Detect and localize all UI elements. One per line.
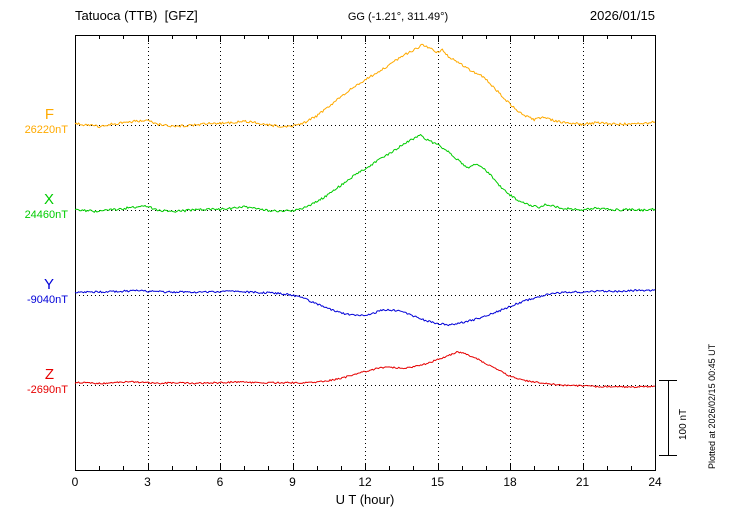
x-tick-label: 3 (144, 475, 151, 489)
x-tick-label: 18 (503, 475, 517, 489)
x-tick-label: 15 (431, 475, 445, 489)
x-tick-label: 12 (358, 475, 372, 489)
baseline-value-z: -2690nT (27, 384, 68, 396)
x-tick-label: 6 (217, 475, 224, 489)
plot-date: 2026/01/15 (589, 8, 655, 23)
x-tick-label: 24 (648, 475, 662, 489)
plot-frame (75, 35, 656, 471)
x-axis-title: U T (hour) (335, 492, 395, 507)
baseline-value-y: -9040nT (27, 294, 68, 306)
baseline-value-f: 26220nT (24, 124, 68, 136)
trace-x (74, 134, 656, 213)
station-title: Tatuoca (TTB) [GFZ] (75, 8, 198, 23)
baseline-value-x: 24460nT (24, 209, 68, 221)
series-label-z: Z (44, 366, 54, 383)
series-label-x: X (43, 191, 54, 208)
scalebar-label: 100 nT (678, 408, 689, 440)
trace-y (74, 289, 656, 327)
x-tick-label: 21 (576, 475, 590, 489)
series-label-f: F (44, 106, 54, 123)
x-tick-label: 0 (72, 475, 79, 489)
plotted-at-note: Plotted at 2026/02/15 00:45 UT (707, 343, 717, 469)
x-tick-label: 9 (289, 475, 296, 489)
trace-f (74, 43, 656, 129)
trace-z (74, 351, 656, 389)
gg-coordinates: GG (-1.21°, 311.49°) (347, 11, 449, 23)
series-label-y: Y (43, 276, 54, 293)
